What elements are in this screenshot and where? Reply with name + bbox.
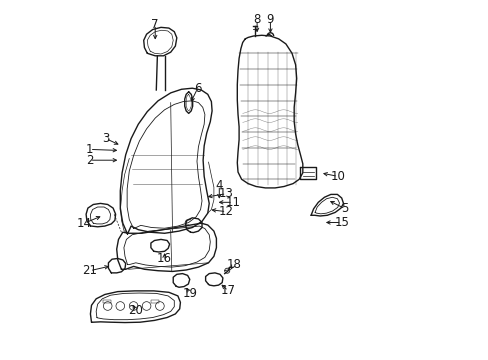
Text: 15: 15 [334,216,348,229]
Text: 18: 18 [226,258,241,271]
Text: 2: 2 [86,154,93,167]
Text: 7: 7 [151,18,159,31]
Text: 8: 8 [253,13,260,26]
Text: 11: 11 [225,196,240,209]
Text: 21: 21 [82,264,97,277]
Text: 5: 5 [341,202,348,215]
Text: 14: 14 [77,217,92,230]
Text: 16: 16 [157,252,172,265]
Text: 1: 1 [86,143,93,156]
Text: 12: 12 [219,205,234,218]
Text: 20: 20 [128,304,143,317]
Text: 6: 6 [194,82,201,95]
Text: 10: 10 [330,170,345,183]
Bar [151,300,159,303]
Text: 13: 13 [219,187,233,200]
Text: 4: 4 [215,179,223,192]
Text: 3: 3 [102,132,109,145]
Text: 17: 17 [221,284,235,297]
Bar [103,300,111,303]
Text: 9: 9 [266,13,274,26]
Text: 19: 19 [182,287,197,300]
